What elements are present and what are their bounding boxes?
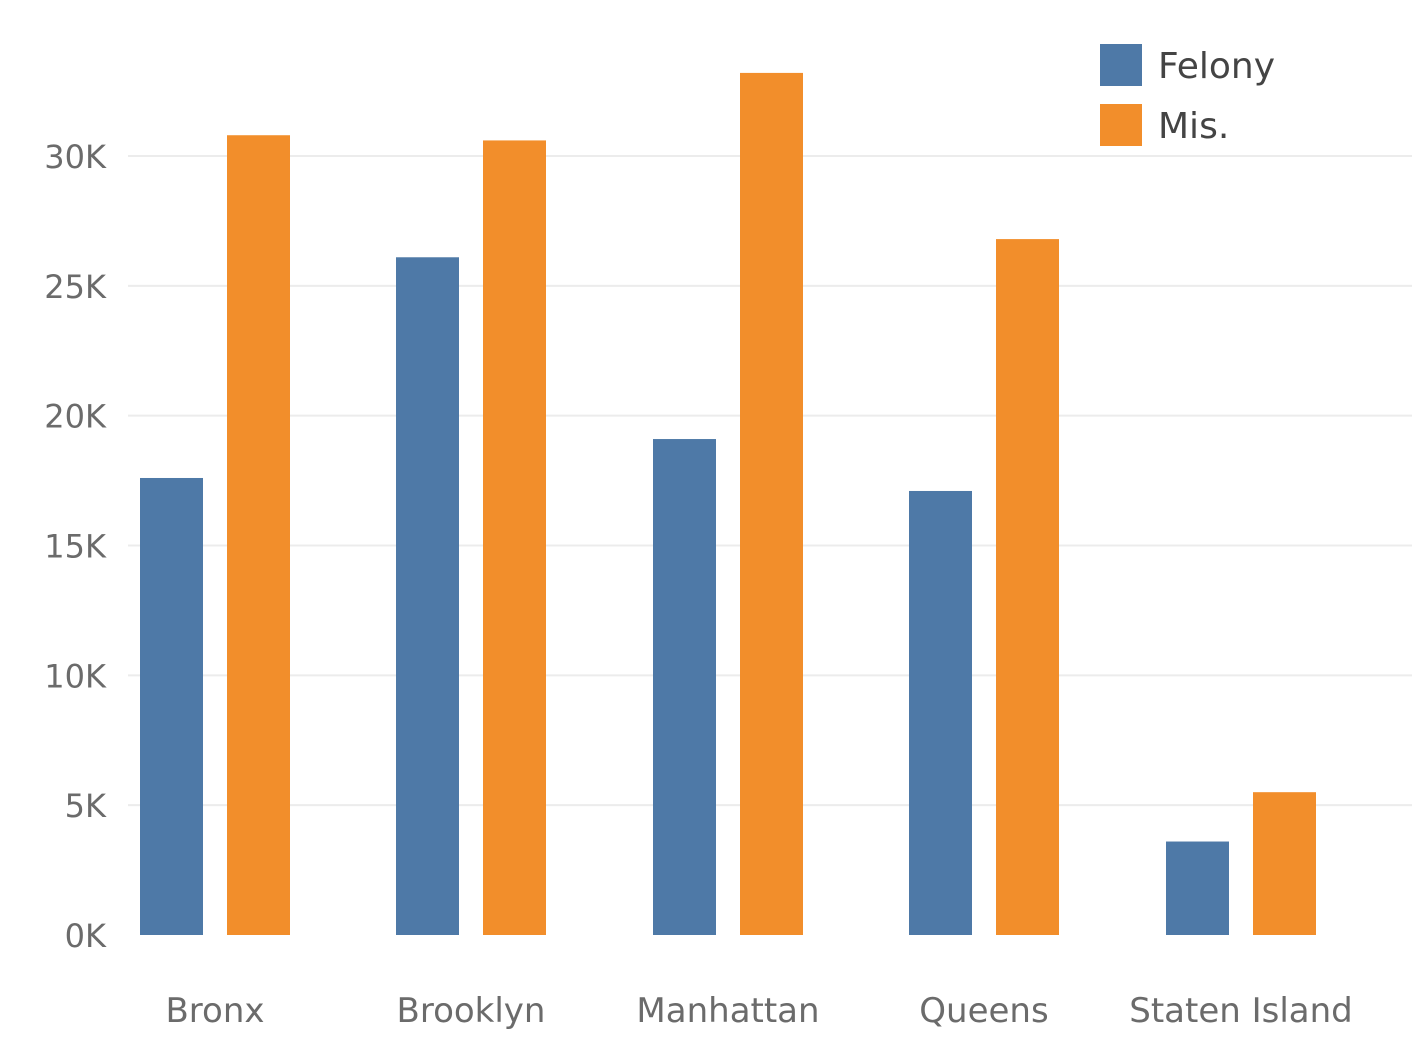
bar-mis-brooklyn[interactable] bbox=[483, 140, 546, 936]
y-tick-label-20k: 20K bbox=[44, 398, 107, 436]
x-tick-label-staten-island: Staten Island bbox=[1129, 991, 1353, 1031]
bar-mis-bronx[interactable] bbox=[227, 135, 290, 935]
y-tick-label-10k: 10K bbox=[44, 657, 107, 695]
y-axis: 0K 5K 10K 15K 20K 25K 30K bbox=[44, 138, 107, 955]
legend-label-felony[interactable]: Felony bbox=[1158, 46, 1275, 87]
bar-mis-manhattan[interactable] bbox=[740, 72, 803, 935]
bar-felony-staten-island[interactable] bbox=[1166, 841, 1229, 935]
x-tick-label-queens: Queens bbox=[919, 991, 1048, 1031]
y-tick-label-15k: 15K bbox=[44, 528, 107, 566]
legend-label-mis[interactable]: Mis. bbox=[1158, 106, 1229, 147]
bars bbox=[140, 72, 1316, 936]
legend: Felony Mis. bbox=[1100, 44, 1275, 147]
bar-felony-bronx[interactable] bbox=[140, 477, 203, 935]
legend-swatch-felony[interactable] bbox=[1100, 44, 1142, 86]
x-tick-label-brooklyn: Brooklyn bbox=[397, 991, 546, 1031]
y-tick-label-30k: 30K bbox=[44, 138, 107, 176]
bar-felony-queens[interactable] bbox=[909, 490, 972, 935]
y-tick-label-0k: 0K bbox=[65, 917, 107, 955]
bar-mis-queens[interactable] bbox=[996, 239, 1059, 936]
bar-felony-manhattan[interactable] bbox=[653, 439, 716, 935]
y-tick-label-25k: 25K bbox=[44, 268, 107, 306]
x-tick-label-manhattan: Manhattan bbox=[636, 991, 819, 1031]
bar-felony-brooklyn[interactable] bbox=[396, 257, 459, 935]
bar-mis-staten-island[interactable] bbox=[1253, 792, 1316, 935]
legend-swatch-mis[interactable] bbox=[1100, 104, 1142, 146]
x-tick-label-bronx: Bronx bbox=[165, 991, 264, 1031]
x-axis: Bronx Brooklyn Manhattan Queens Staten Islan… bbox=[165, 991, 1352, 1031]
y-tick-label-5k: 5K bbox=[65, 787, 107, 825]
